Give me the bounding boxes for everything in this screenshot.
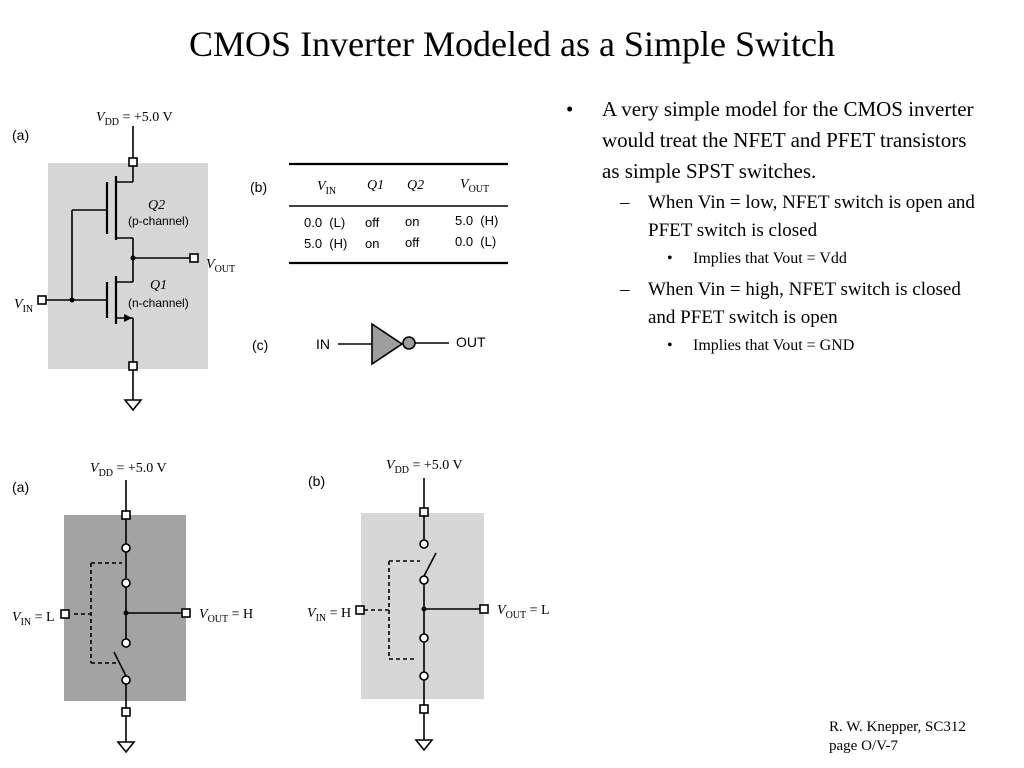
footer: R. W. Knepper, SC312 page O/V-7 (829, 718, 966, 756)
top-panel-b-label: (b) (250, 179, 267, 195)
table-row2-q1: on (365, 236, 379, 251)
top-vin-terminal (37, 295, 47, 305)
sub-sub-bullet-vout-gnd: Implies that Vout = GND (566, 335, 986, 357)
q1-name: Q1 (150, 278, 167, 293)
footer-author: R. W. Knepper, SC312 (829, 719, 966, 735)
table-row1-q1: off (365, 215, 380, 230)
bottom-panel-a-vin-low-switch-model: (a) VDD = +5.0 V VIN = L VOUT = H (12, 461, 253, 754)
sub-bullet-vin-high: When Vin = high, NFET switch is closed a… (566, 276, 986, 332)
table-row2-vin: 5.0 (H) (304, 236, 347, 251)
sub-sub-bullet-vout-vdd: Implies that Vout = Vdd (566, 248, 986, 270)
table-header-vin: VIN (317, 179, 336, 197)
table-row1-q2: on (405, 214, 419, 229)
inverter-out-label: OUT (456, 334, 486, 350)
table-row1-vout: 5.0 (H) (455, 213, 498, 228)
bottom-b-vin-terminal (355, 605, 365, 615)
top-vout-label: VOUT (206, 257, 235, 275)
footer-page: page O/V-7 (829, 738, 899, 754)
top-panel-c-label: (c) (252, 337, 268, 353)
table-row2-q2: off (405, 235, 420, 250)
bottom-a-vout-label: VOUT = H (199, 607, 253, 625)
top-panel-a-cmos-schematic: (a) VDD = +5.0 V Q2 (p-channel) VOUT (12, 110, 235, 412)
bullet-list: A very simple model for the CMOS inverte… (566, 94, 986, 363)
bottom-a-vin-terminal (60, 609, 70, 619)
q2-name: Q2 (148, 198, 165, 213)
inverter-in-label: IN (316, 336, 330, 352)
top-vin-label: VIN (14, 297, 33, 315)
bottom-b-vout-label: VOUT = L (497, 603, 550, 621)
ground-symbol-top (123, 399, 143, 412)
bottom-b-gnd-terminal (419, 704, 429, 714)
bottom-a-vdd-label: VDD = +5.0 V (90, 461, 167, 479)
bottom-a-vout-terminal (181, 608, 191, 618)
q2-type: (p-channel) (128, 214, 189, 228)
bottom-b-vin-label: VIN = H (307, 606, 351, 624)
pmos-transistor-q2 (72, 176, 134, 258)
nmos-transistor-q1 (72, 258, 134, 324)
table-row2-vout: 0.0 (L) (455, 234, 496, 249)
table-header-vout: VOUT (460, 177, 489, 195)
top-gnd-terminal (128, 361, 138, 371)
bullet-main: A very simple model for the CMOS inverte… (566, 94, 986, 187)
top-panel-a-shade (48, 163, 208, 369)
bottom-panel-a-label: (a) (12, 479, 29, 495)
ground-symbol-bottom-b (414, 739, 434, 752)
top-panel-a-vdd-label: VDD = +5.0 V (96, 110, 173, 128)
bottom-b-vdd-label: VDD = +5.0 V (386, 458, 463, 476)
top-panel-a-label: (a) (12, 127, 29, 143)
bottom-a-vdd-terminal (121, 510, 131, 520)
ground-symbol-bottom-a (116, 741, 136, 754)
bottom-b-vdd-terminal (419, 507, 429, 517)
truth-table-rows: 0.0 (L) off on 5.0 (H) 5.0 (H) on off 0.… (304, 213, 498, 251)
nfet-switch-open (113, 651, 127, 677)
q1-type: (n-channel) (128, 296, 189, 310)
top-vout-terminal (189, 253, 199, 263)
bottom-b-vout-terminal (479, 604, 489, 614)
top-panel-b-truth-table: (b) VIN Q1 Q2 VOUT 0.0 (L) off on 5.0 (H… (250, 162, 508, 265)
sub-bullet-vin-low: When Vin = low, NFET switch is open and … (566, 189, 986, 245)
slide-title: CMOS Inverter Modeled as a Simple Switch (189, 24, 835, 64)
inverter-bubble (402, 336, 416, 350)
top-panel-c-inverter-symbol: (c) IN OUT (252, 322, 486, 366)
bottom-panel-b-vin-high-switch-model: (b) VDD = +5.0 V VIN = H VOUT = L (307, 458, 550, 752)
table-header-q1: Q1 (367, 178, 384, 193)
table-row1-vin: 0.0 (L) (304, 215, 345, 230)
bottom-a-gnd-terminal (121, 707, 131, 717)
inverter-triangle (371, 322, 404, 366)
bottom-panel-b-label: (b) (308, 473, 325, 489)
top-vdd-terminal (128, 157, 138, 167)
table-header-q2: Q2 (407, 178, 424, 193)
pfet-switch-open (423, 552, 437, 577)
bottom-a-vin-label: VIN = L (12, 610, 55, 628)
